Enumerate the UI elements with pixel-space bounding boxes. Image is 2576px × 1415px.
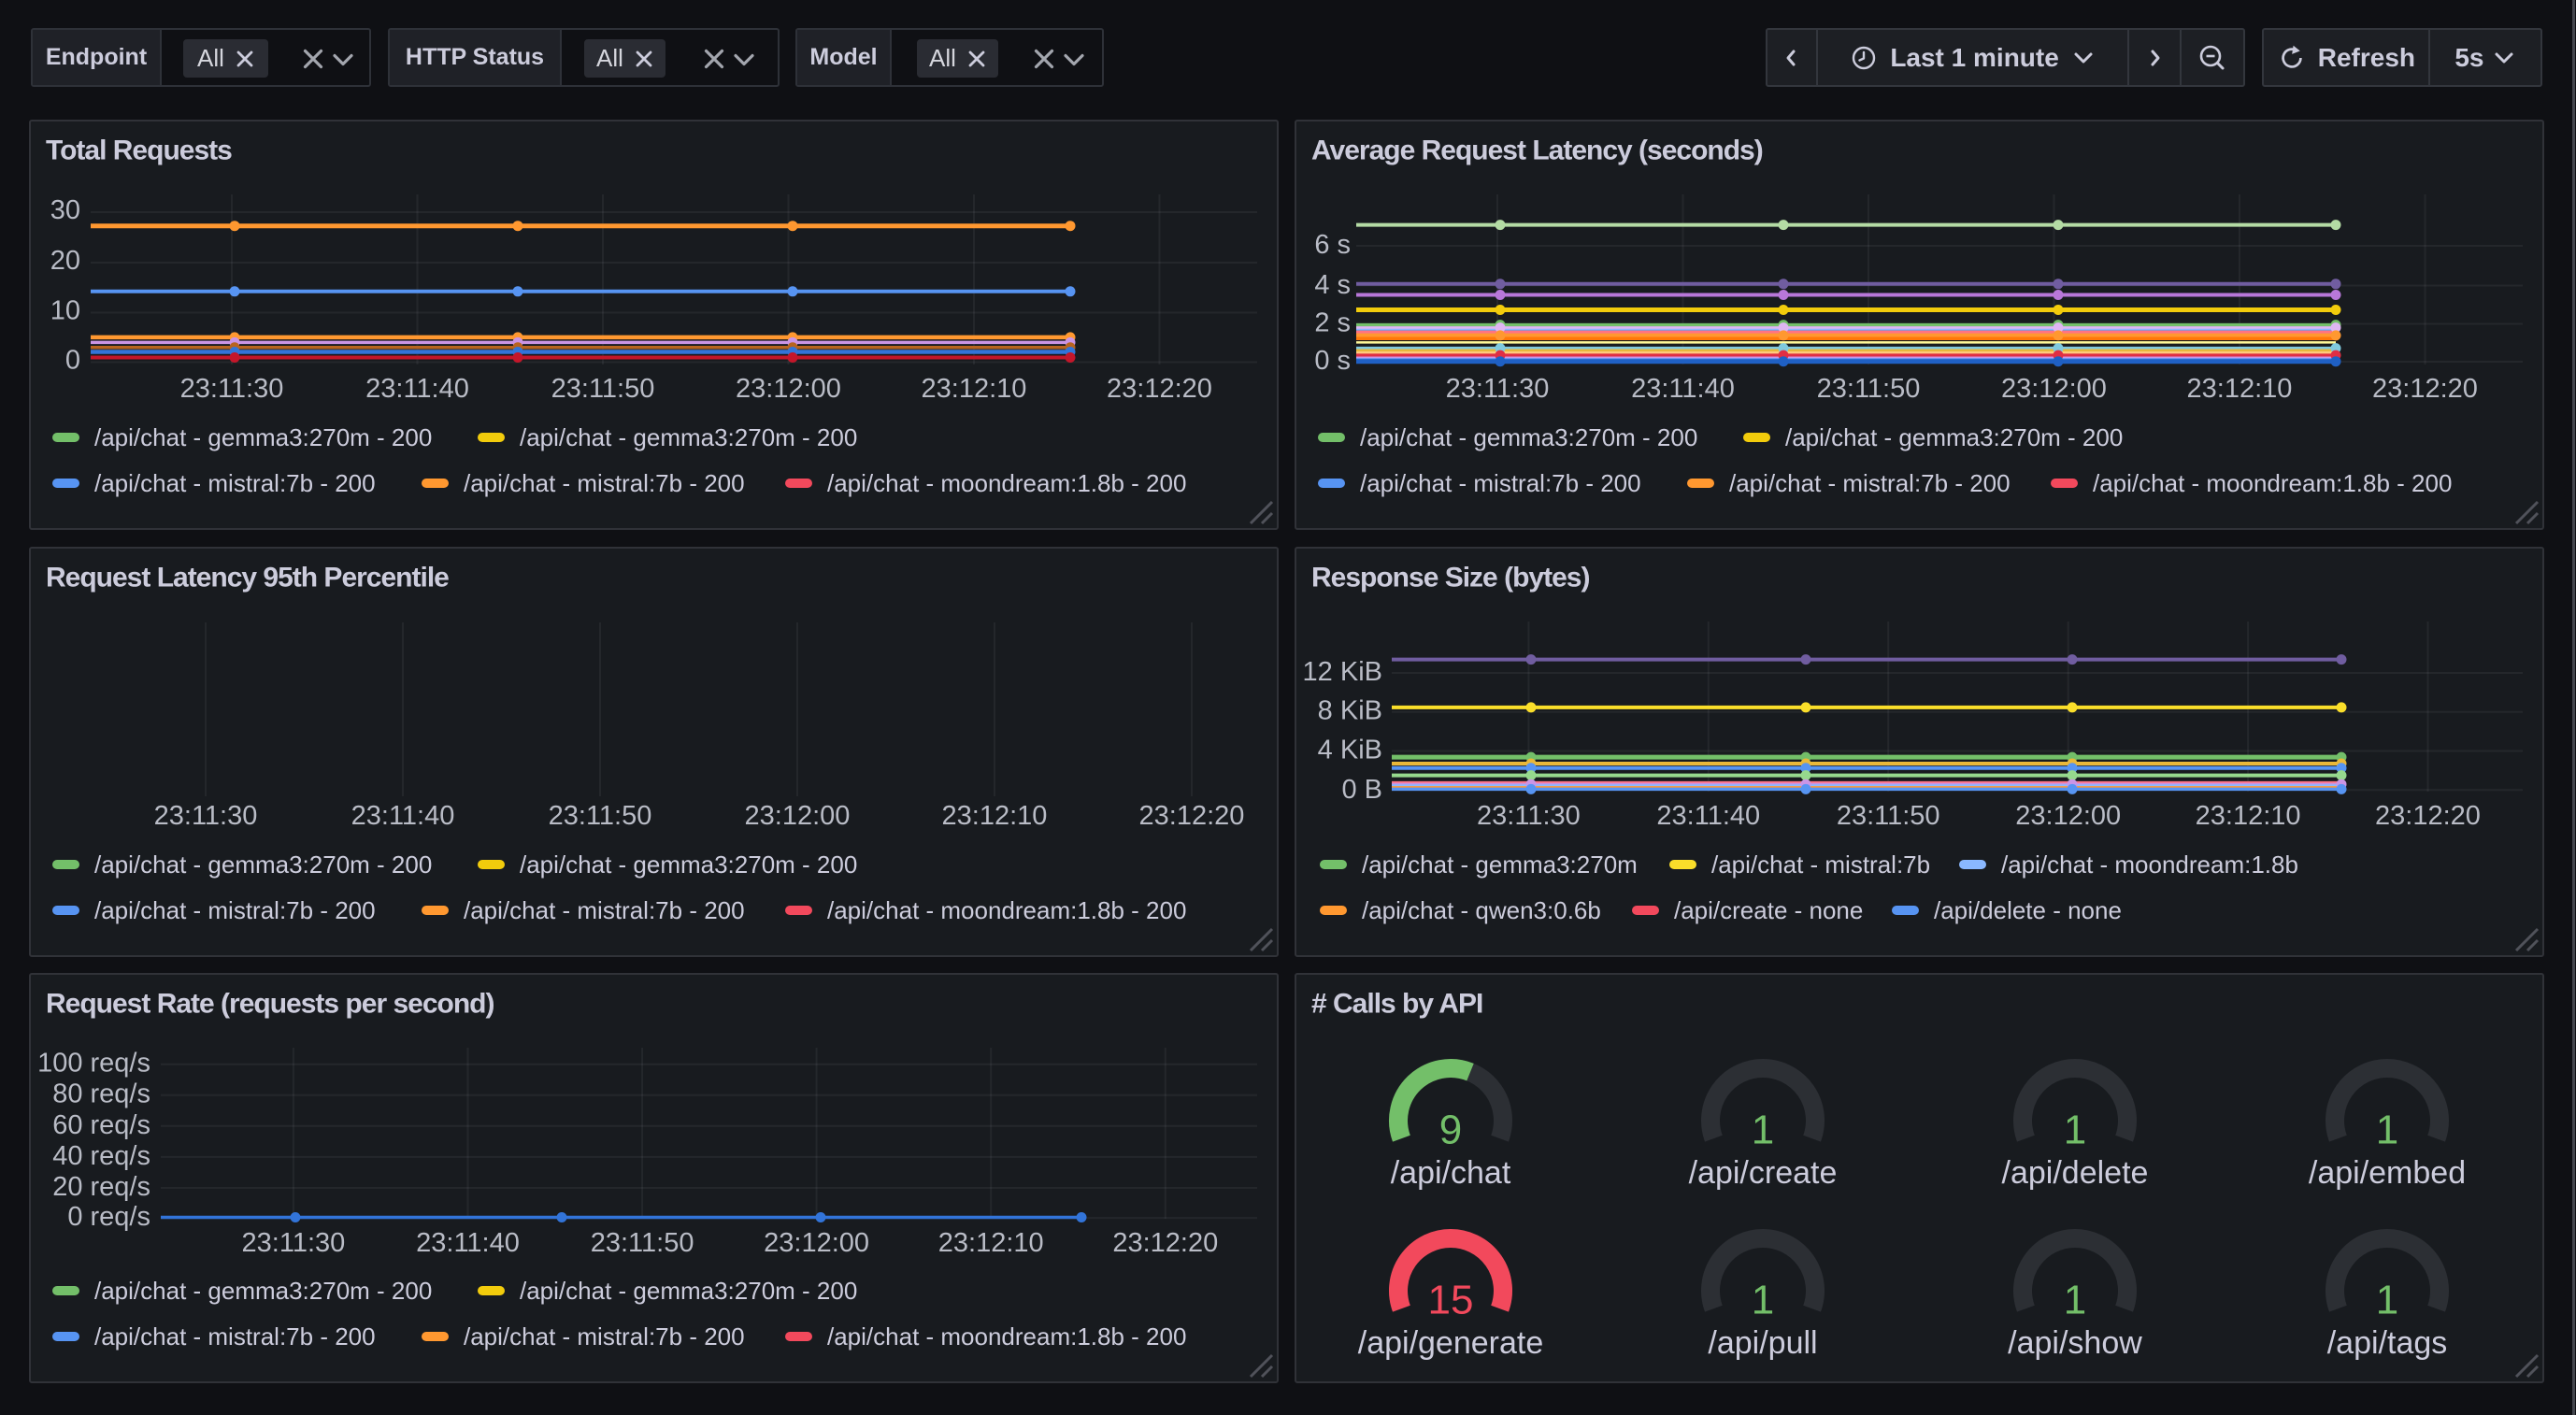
svg-text:10: 10 bbox=[50, 296, 80, 326]
svg-text:/api/chat - moondream:1.8b - 2: /api/chat - moondream:1.8b - 200 bbox=[827, 896, 1186, 924]
svg-text:/api/chat - moondream:1.8b - 2: /api/chat - moondream:1.8b - 200 bbox=[827, 1322, 1186, 1351]
svg-text:1: 1 bbox=[2064, 1108, 2086, 1153]
svg-text:23:11:30: 23:11:30 bbox=[1477, 801, 1581, 831]
svg-text:23:12:20: 23:12:20 bbox=[2375, 801, 2481, 831]
svg-text:9: 9 bbox=[1439, 1108, 1462, 1153]
svg-text:4 KiB: 4 KiB bbox=[1318, 736, 1382, 765]
svg-text:23:12:00: 23:12:00 bbox=[736, 374, 841, 404]
svg-text:/api/chat - gemma3:270m - 200: /api/chat - gemma3:270m - 200 bbox=[94, 1277, 432, 1305]
svg-text:23:12:20: 23:12:20 bbox=[1112, 1228, 1218, 1258]
svg-text:/api/chat - qwen3:0.6b: /api/chat - qwen3:0.6b bbox=[1362, 896, 1601, 924]
svg-text:23:11:40: 23:11:40 bbox=[1656, 801, 1760, 831]
svg-text:23:11:30: 23:11:30 bbox=[154, 801, 258, 831]
svg-text:/api/chat - mistral:7b - 200: /api/chat - mistral:7b - 200 bbox=[464, 896, 745, 924]
svg-text:23:11:40: 23:11:40 bbox=[416, 1228, 520, 1258]
svg-text:2 s: 2 s bbox=[1314, 308, 1351, 338]
svg-text:Response Size (bytes): Response Size (bytes) bbox=[1311, 563, 1589, 593]
svg-text:8 KiB: 8 KiB bbox=[1318, 696, 1382, 726]
svg-text:6 s: 6 s bbox=[1314, 230, 1351, 260]
svg-text:/api/chat - mistral:7b - 200: /api/chat - mistral:7b - 200 bbox=[464, 469, 745, 497]
svg-text:/api/delete: /api/delete bbox=[2002, 1155, 2149, 1191]
svg-text:23:12:00: 23:12:00 bbox=[764, 1228, 869, 1258]
svg-text:23:11:50: 23:11:50 bbox=[551, 374, 655, 404]
svg-text:12 KiB: 12 KiB bbox=[1303, 657, 1382, 687]
svg-text:20 req/s: 20 req/s bbox=[52, 1172, 150, 1202]
svg-text:23:11:40: 23:11:40 bbox=[351, 801, 455, 831]
svg-text:Request Latency 95th Percentil: Request Latency 95th Percentile bbox=[46, 563, 449, 593]
svg-text:/api/chat - mistral:7b - 200: /api/chat - mistral:7b - 200 bbox=[94, 1322, 376, 1351]
svg-text:1: 1 bbox=[1752, 1278, 1774, 1323]
svg-text:/api/chat - moondream:1.8b: /api/chat - moondream:1.8b bbox=[2001, 850, 2298, 879]
svg-text:20: 20 bbox=[50, 246, 80, 276]
svg-text:/api/chat - mistral:7b - 200: /api/chat - mistral:7b - 200 bbox=[464, 1322, 745, 1351]
svg-text:23:11:30: 23:11:30 bbox=[180, 374, 284, 404]
svg-text:Total Requests: Total Requests bbox=[46, 136, 232, 166]
svg-text:/api/chat - gemma3:270m - 200: /api/chat - gemma3:270m - 200 bbox=[94, 850, 432, 879]
svg-text:0 s: 0 s bbox=[1314, 346, 1351, 376]
svg-text:0: 0 bbox=[65, 346, 80, 376]
svg-text:/api/chat - gemma3:270m - 200: /api/chat - gemma3:270m - 200 bbox=[520, 423, 857, 451]
svg-text:4 s: 4 s bbox=[1314, 270, 1351, 300]
svg-text:23:12:10: 23:12:10 bbox=[938, 1228, 1044, 1258]
svg-text:/api/pull: /api/pull bbox=[1708, 1325, 1817, 1361]
svg-text:23:12:10: 23:12:10 bbox=[2187, 374, 2293, 404]
svg-text:/api/chat - gemma3:270m - 200: /api/chat - gemma3:270m - 200 bbox=[520, 850, 857, 879]
svg-text:15: 15 bbox=[1428, 1278, 1474, 1323]
svg-text:/api/chat - mistral:7b - 200: /api/chat - mistral:7b - 200 bbox=[94, 469, 376, 497]
svg-text:# Calls by API: # Calls by API bbox=[1311, 989, 1482, 1020]
svg-text:0 req/s: 0 req/s bbox=[67, 1202, 150, 1232]
svg-text:/api/chat - moondream:1.8b - 2: /api/chat - moondream:1.8b - 200 bbox=[827, 469, 1186, 497]
svg-text:/api/chat - mistral:7b: /api/chat - mistral:7b bbox=[1711, 850, 1930, 879]
svg-text:/api/create: /api/create bbox=[1689, 1155, 1838, 1191]
svg-text:Average Request Latency (secon: Average Request Latency (seconds) bbox=[1311, 136, 1763, 166]
svg-text:23:11:30: 23:11:30 bbox=[1446, 374, 1550, 404]
svg-text:/api/create - none: /api/create - none bbox=[1674, 896, 1863, 924]
svg-text:1: 1 bbox=[1752, 1108, 1774, 1153]
svg-text:23:11:40: 23:11:40 bbox=[365, 374, 469, 404]
svg-text:/api/delete - none: /api/delete - none bbox=[1934, 896, 2122, 924]
svg-text:60 req/s: 60 req/s bbox=[52, 1110, 150, 1140]
svg-text:100 req/s: 100 req/s bbox=[37, 1049, 150, 1079]
svg-text:/api/chat - gemma3:270m: /api/chat - gemma3:270m bbox=[1362, 850, 1638, 879]
svg-text:/api/chat - gemma3:270m - 200: /api/chat - gemma3:270m - 200 bbox=[520, 1277, 857, 1305]
svg-text:30: 30 bbox=[50, 195, 80, 225]
svg-text:23:11:30: 23:11:30 bbox=[242, 1228, 346, 1258]
svg-text:23:12:10: 23:12:10 bbox=[942, 801, 1048, 831]
svg-text:23:12:20: 23:12:20 bbox=[1139, 801, 1245, 831]
svg-text:/api/chat - mistral:7b - 200: /api/chat - mistral:7b - 200 bbox=[1360, 469, 1641, 497]
svg-text:/api/chat - mistral:7b - 200: /api/chat - mistral:7b - 200 bbox=[1729, 469, 2011, 497]
svg-text:23:12:00: 23:12:00 bbox=[745, 801, 851, 831]
svg-text:/api/chat - gemma3:270m - 200: /api/chat - gemma3:270m - 200 bbox=[94, 423, 432, 451]
svg-text:1: 1 bbox=[2376, 1278, 2398, 1323]
svg-text:23:12:00: 23:12:00 bbox=[2015, 801, 2121, 831]
svg-text:/api/tags: /api/tags bbox=[2327, 1325, 2448, 1361]
svg-text:Request Rate (requests per sec: Request Rate (requests per second) bbox=[46, 989, 494, 1020]
svg-text:23:11:50: 23:11:50 bbox=[1817, 374, 1921, 404]
svg-text:80 req/s: 80 req/s bbox=[52, 1079, 150, 1109]
svg-text:/api/show: /api/show bbox=[2008, 1325, 2142, 1361]
svg-text:23:12:10: 23:12:10 bbox=[922, 374, 1027, 404]
svg-text:23:12:20: 23:12:20 bbox=[2372, 374, 2478, 404]
svg-text:23:11:50: 23:11:50 bbox=[591, 1228, 694, 1258]
svg-text:/api/chat - mistral:7b - 200: /api/chat - mistral:7b - 200 bbox=[94, 896, 376, 924]
svg-text:23:11:50: 23:11:50 bbox=[1837, 801, 1940, 831]
svg-text:/api/chat - gemma3:270m - 200: /api/chat - gemma3:270m - 200 bbox=[1360, 423, 1697, 451]
svg-text:1: 1 bbox=[2064, 1278, 2086, 1323]
svg-text:/api/chat: /api/chat bbox=[1391, 1155, 1511, 1191]
svg-text:/api/chat - gemma3:270m - 200: /api/chat - gemma3:270m - 200 bbox=[1785, 423, 2123, 451]
svg-text:0 B: 0 B bbox=[1341, 775, 1382, 805]
svg-text:40 req/s: 40 req/s bbox=[52, 1141, 150, 1171]
svg-text:23:12:00: 23:12:00 bbox=[2001, 374, 2107, 404]
svg-text:1: 1 bbox=[2376, 1108, 2398, 1153]
svg-text:/api/embed: /api/embed bbox=[2309, 1155, 2466, 1191]
svg-text:23:12:10: 23:12:10 bbox=[2196, 801, 2301, 831]
svg-text:23:11:50: 23:11:50 bbox=[549, 801, 652, 831]
svg-text:/api/chat - moondream:1.8b - 2: /api/chat - moondream:1.8b - 200 bbox=[2093, 469, 2452, 497]
svg-text:23:11:40: 23:11:40 bbox=[1631, 374, 1735, 404]
svg-text:/api/generate: /api/generate bbox=[1358, 1325, 1544, 1361]
svg-text:23:12:20: 23:12:20 bbox=[1107, 374, 1212, 404]
